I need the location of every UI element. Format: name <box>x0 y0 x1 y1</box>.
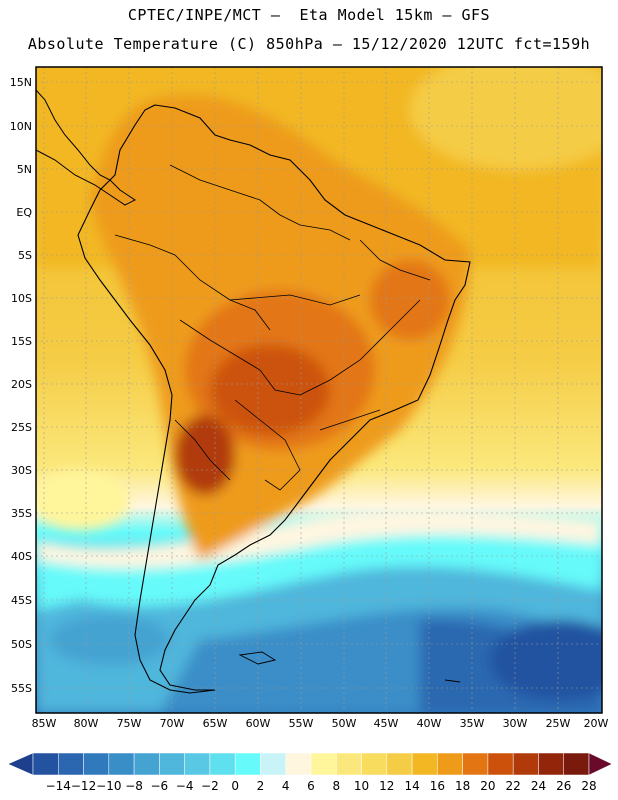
colorbar-cell <box>336 752 362 776</box>
colorbar-cell <box>437 752 463 776</box>
lat-label: 20S <box>11 378 32 391</box>
lat-label: 5N <box>17 163 32 176</box>
colorbar-cell <box>538 752 564 776</box>
colorbar-label: 10 <box>354 779 369 793</box>
map-subtitle: Absolute Temperature (C) 850hPa — 15/12/… <box>27 35 591 53</box>
lat-label: 10N <box>10 120 32 133</box>
colorbar-cell <box>361 752 388 776</box>
colorbar-cell <box>260 752 286 776</box>
colorbar-cell <box>462 752 489 776</box>
colorbar-label: 24 <box>531 779 546 793</box>
colorbar-low-arrow <box>7 752 34 776</box>
colorbar-label: 12 <box>379 779 394 793</box>
lat-label: 15S <box>11 335 32 348</box>
lon-label: 45W <box>374 717 399 730</box>
lon-label: 25W <box>546 717 571 730</box>
map-frame <box>35 66 603 714</box>
colorbar-cell <box>133 752 160 776</box>
lat-label: 55S <box>11 682 32 695</box>
colorbar-label: −6 <box>151 779 169 793</box>
south-america-coastline <box>77 104 471 694</box>
colorbar-label: −8 <box>125 779 143 793</box>
colorbar-cell <box>285 752 312 776</box>
colorbar: −14 −12 −10 −8 −6 −4 −2 0 2 4 6 8 10 12 14 16 18 20 22 24 26… <box>7 752 613 793</box>
colorbar-label: 26 <box>556 779 571 793</box>
lon-label: 80W <box>74 717 99 730</box>
colorbar-cell <box>234 752 261 776</box>
colorbar-label: 6 <box>307 779 315 793</box>
colorbar-label: −14 <box>46 779 71 793</box>
colorbar-label: 20 <box>480 779 495 793</box>
temperature-field <box>36 67 602 713</box>
colorbar-cell <box>159 752 185 776</box>
lon-label: 85W <box>32 717 57 730</box>
colorbar-label: 4 <box>282 779 290 793</box>
lon-label: 30W <box>503 717 528 730</box>
lon-label: 35W <box>460 717 485 730</box>
temperature-map: 15N 10N 5N EQ 5S 10S 15S 20S 25S 30S 35S… <box>10 66 609 730</box>
lat-label: EQ <box>16 206 32 219</box>
colorbar-label: 0 <box>231 779 239 793</box>
colorbar-high-arrow <box>588 752 613 776</box>
colorbar-label: −2 <box>201 779 219 793</box>
colorbar-label: 18 <box>455 779 470 793</box>
lat-label: 25S <box>11 421 32 434</box>
colorbar-label: 22 <box>506 779 521 793</box>
colorbar-label: −4 <box>176 779 194 793</box>
colorbar-label: 2 <box>257 779 265 793</box>
colorbar-label: 16 <box>430 779 445 793</box>
country-borders <box>114 164 431 491</box>
colorbar-label: 8 <box>332 779 340 793</box>
lon-label: 60W <box>246 717 271 730</box>
lon-label: 40W <box>417 717 442 730</box>
colorbar-cell <box>310 752 337 776</box>
colorbar-cell <box>58 752 84 776</box>
lon-label: 20W <box>584 717 609 730</box>
colorbar-cell <box>184 752 211 776</box>
lat-label: 15N <box>10 76 32 89</box>
colorbar-cell <box>108 752 135 776</box>
lon-label: 50W <box>332 717 357 730</box>
central-america-coastline <box>36 89 136 206</box>
colorbar-cell <box>411 752 438 776</box>
lat-label: 45S <box>11 594 32 607</box>
map-title: CPTEC/INPE/MCT — Eta Model 15km — GFS <box>127 6 491 24</box>
falkland-islands <box>238 651 277 665</box>
colorbar-label: −10 <box>96 779 121 793</box>
lat-label: 35S <box>11 507 32 520</box>
lat-label: 40S <box>11 550 32 563</box>
south-georgia <box>444 679 461 683</box>
colorbar-cell <box>386 752 413 776</box>
colorbar-cell <box>32 752 59 776</box>
colorbar-cell <box>512 752 539 776</box>
lat-label: 10S <box>11 292 32 305</box>
lon-label: 70W <box>160 717 185 730</box>
lat-label: 50S <box>11 638 32 651</box>
colorbar-label: 28 <box>581 779 596 793</box>
colorbar-cell <box>563 752 590 776</box>
colorbar-cell <box>83 752 110 776</box>
lon-label: 55W <box>289 717 314 730</box>
lon-label: 75W <box>117 717 142 730</box>
lat-label: 30S <box>11 464 32 477</box>
colorbar-label: 14 <box>404 779 419 793</box>
colorbar-label: −12 <box>71 779 96 793</box>
colorbar-cell <box>487 752 514 776</box>
lon-label: 65W <box>203 717 228 730</box>
lat-label: 5S <box>18 249 32 262</box>
colorbar-cell <box>209 752 236 776</box>
graticule <box>36 67 602 713</box>
